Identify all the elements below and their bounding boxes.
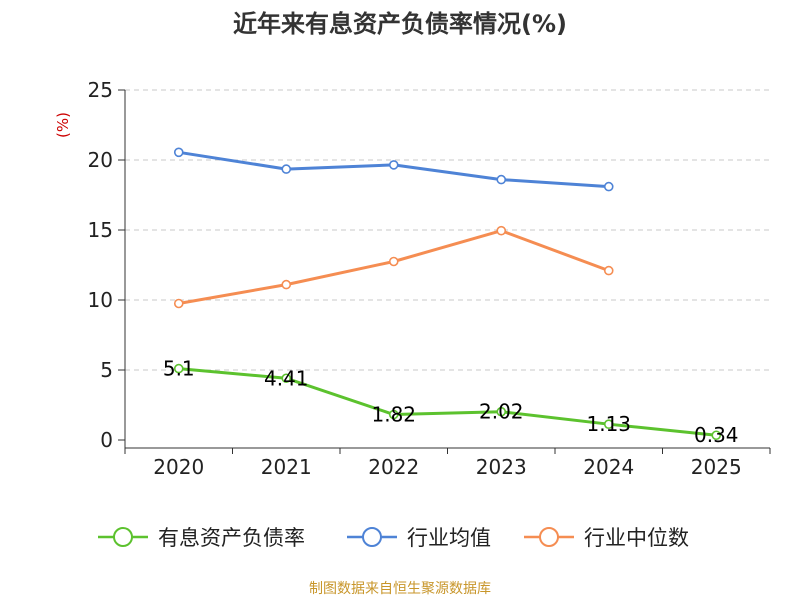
data-point [603, 265, 614, 276]
legend-marker [362, 527, 382, 547]
y-tick-label: 5 [100, 358, 113, 382]
data-label: 2.02 [479, 400, 524, 424]
y-tick-label: 0 [100, 428, 113, 452]
data-point [173, 298, 184, 309]
legend-label: 行业均值 [407, 526, 491, 550]
legend-marker [539, 527, 559, 547]
data-point [281, 373, 292, 384]
legend-label: 有息资产负债率 [158, 526, 305, 550]
x-tick-label: 2025 [691, 455, 742, 479]
x-tick-label: 2021 [261, 455, 312, 479]
legend-item[interactable]: 有息资产负债率 [98, 526, 305, 550]
y-tick-label: 15 [88, 218, 113, 242]
legend-item[interactable]: 行业均值 [347, 526, 491, 550]
data-point [388, 160, 399, 170]
series-line [177, 367, 718, 437]
x-tick-label: 2022 [368, 455, 419, 479]
data-point [173, 147, 184, 158]
data-label: 5.1 [163, 357, 195, 381]
legend-marker [113, 527, 133, 547]
data-point [496, 174, 507, 185]
x-tick-label: 2024 [583, 455, 634, 479]
data-point [173, 363, 184, 374]
data-label: 1.82 [371, 403, 416, 427]
y-tick-label: 10 [88, 288, 113, 312]
data-label: 4.41 [264, 366, 309, 390]
data-point [496, 225, 507, 236]
y-tick-label: 20 [88, 148, 113, 172]
grid [125, 89, 770, 371]
legend-label: 行业中位数 [584, 526, 689, 550]
legend-item[interactable]: 行业中位数 [524, 526, 689, 550]
source-note: 制图数据来自恒生聚源数据库 [309, 581, 491, 597]
series-line [177, 229, 611, 305]
chart-title: 近年来有息资产负债率情况(%) [233, 10, 567, 38]
x-tick-label: 2023 [476, 455, 527, 479]
data-label: 0.34 [694, 423, 739, 447]
y-axis-label: (%) [54, 112, 72, 138]
data-labels: 5.1 4.41 1.82 2.02 1.13 0.34 [163, 357, 739, 448]
data-point [711, 430, 722, 441]
series-group [173, 147, 722, 441]
y-tick-label: 25 [88, 78, 113, 102]
data-point [603, 181, 614, 192]
data-point [281, 279, 292, 290]
x-tick-label: 2020 [153, 455, 204, 479]
data-label: 1.13 [586, 412, 631, 436]
data-point [603, 419, 614, 429]
data-point [388, 409, 399, 420]
data-point [496, 406, 507, 417]
data-point [388, 256, 399, 267]
data-point [281, 164, 292, 174]
legend[interactable]: 有息资产负债率 行业均值 行业中位数 [98, 526, 689, 550]
